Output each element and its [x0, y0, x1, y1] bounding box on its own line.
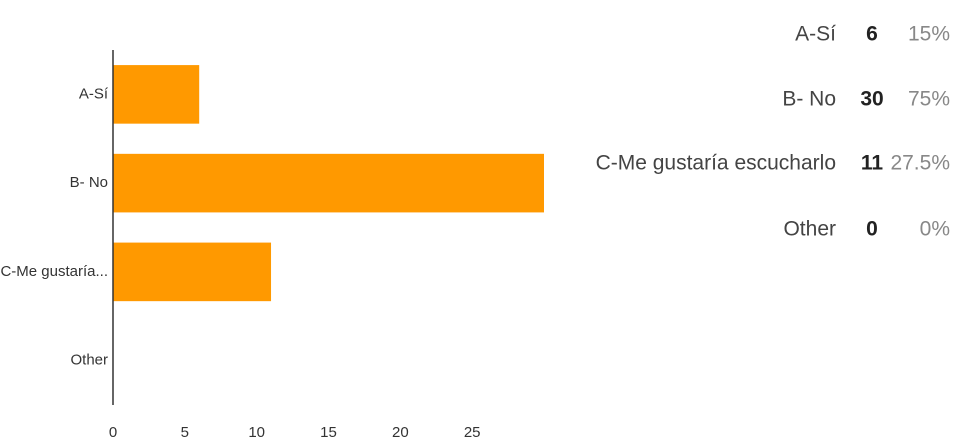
- y-tick-label: A-Sí: [79, 85, 109, 102]
- table-label: Other: [783, 218, 836, 241]
- table-percent: 75%: [908, 88, 950, 111]
- table-percent: 15%: [908, 23, 950, 46]
- y-tick-label: C-Me gustaría...: [0, 263, 108, 280]
- table-label: C-Me gustaría escucharlo: [596, 152, 836, 175]
- x-tick-label: 0: [109, 424, 117, 441]
- table-percent: 27.5%: [890, 152, 950, 175]
- bar: [113, 153, 544, 213]
- x-tick-label: 15: [320, 424, 337, 441]
- x-tick-label: 10: [248, 424, 265, 441]
- y-tick-label: Other: [70, 352, 108, 369]
- table-count: 6: [866, 23, 878, 46]
- x-tick-label: 5: [181, 424, 189, 441]
- bar: [113, 242, 272, 302]
- table-label: A-Sí: [795, 23, 836, 46]
- x-tick-label: 25: [464, 424, 481, 441]
- bar: [113, 65, 200, 124]
- table-label: B- No: [782, 88, 836, 111]
- table-count: 0: [866, 218, 878, 241]
- table-count: 30: [860, 88, 883, 111]
- table-percent: 0%: [920, 218, 950, 241]
- x-tick-label: 20: [392, 424, 409, 441]
- y-tick-label: B- No: [70, 174, 108, 191]
- table-count: 11: [861, 152, 884, 175]
